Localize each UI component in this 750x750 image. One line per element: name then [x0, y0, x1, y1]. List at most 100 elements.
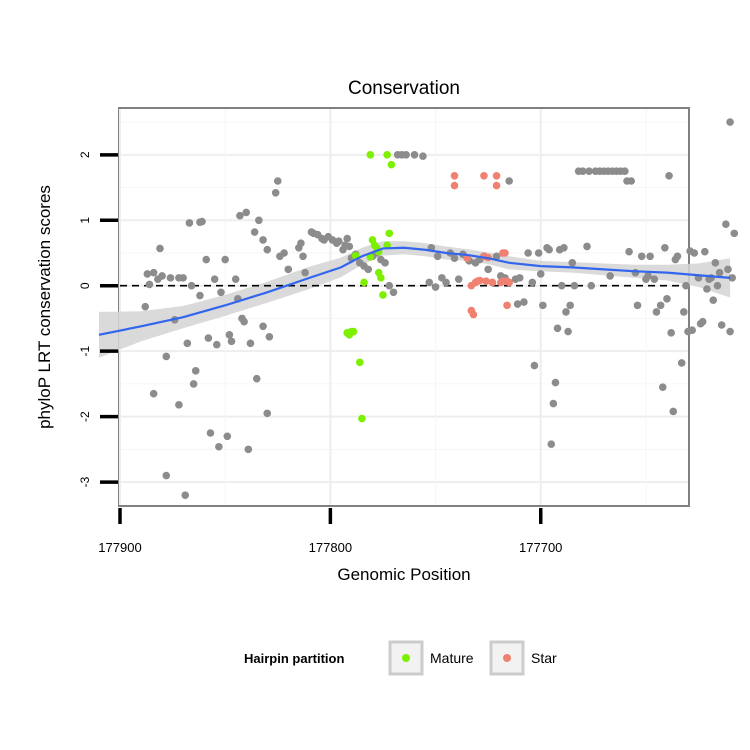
- point-other: [549, 399, 558, 408]
- point-other: [730, 229, 739, 238]
- y-tick-label: -1: [78, 346, 92, 357]
- legend-key-mature: [388, 640, 424, 676]
- smooth-line-path: [98, 246, 731, 336]
- point-mature: [360, 278, 368, 287]
- point-other: [652, 308, 661, 316]
- point-other: [579, 167, 587, 175]
- point-mature: [379, 291, 387, 299]
- point-other: [492, 252, 501, 261]
- point-other: [252, 374, 261, 383]
- point-other: [250, 228, 259, 236]
- point-other: [284, 265, 293, 274]
- y-tick-label: 1: [78, 217, 92, 224]
- point-other: [722, 220, 730, 228]
- point-other: [244, 445, 253, 454]
- point-other: [345, 242, 354, 251]
- point-other: [227, 337, 236, 346]
- point-other: [646, 252, 654, 261]
- point-mature: [383, 151, 391, 159]
- point-other: [530, 361, 539, 370]
- point-other: [385, 281, 394, 290]
- point-mature: [377, 274, 385, 282]
- point-star: [469, 310, 478, 319]
- legend-label-mature: Mature: [430, 650, 474, 666]
- point-other: [183, 339, 192, 348]
- point-star: [501, 249, 509, 257]
- point-other: [667, 329, 675, 337]
- point-other: [179, 274, 187, 282]
- point-star: [492, 171, 501, 180]
- point-other: [547, 440, 556, 448]
- point-other: [717, 321, 726, 329]
- point-other: [156, 244, 164, 253]
- point-other: [637, 252, 646, 261]
- point-other: [539, 301, 547, 310]
- point-mature: [383, 241, 391, 249]
- point-other: [240, 317, 248, 326]
- point-other: [242, 208, 251, 217]
- confidence-band: [98, 241, 731, 358]
- point-other: [158, 272, 166, 280]
- point-other: [534, 249, 543, 257]
- point-other: [711, 259, 720, 267]
- point-other: [301, 268, 309, 277]
- point-other: [570, 281, 579, 290]
- point-other: [280, 249, 288, 257]
- point-other: [162, 352, 171, 361]
- point-other: [265, 332, 274, 341]
- point-other: [536, 270, 545, 278]
- point-other: [410, 151, 419, 159]
- point-other: [724, 265, 732, 274]
- scatter-points: [141, 118, 739, 499]
- point-other: [726, 327, 734, 336]
- point-other: [297, 239, 305, 247]
- point-other: [698, 317, 707, 326]
- point-other: [419, 152, 427, 160]
- point-other: [149, 389, 158, 398]
- point-mature: [358, 414, 366, 423]
- point-other: [196, 291, 204, 300]
- point-other: [551, 378, 560, 387]
- point-other: [528, 278, 537, 287]
- point-other: [210, 275, 219, 283]
- point-other: [206, 429, 215, 437]
- point-other: [690, 249, 699, 257]
- point-other: [175, 401, 183, 409]
- point-other: [568, 259, 577, 267]
- point-other: [204, 334, 213, 342]
- point-other: [189, 380, 198, 388]
- y-tick-label: -2: [78, 411, 92, 422]
- point-other: [688, 326, 697, 335]
- point-other: [246, 339, 255, 348]
- smooth-trend-line: [98, 246, 731, 336]
- point-other: [217, 288, 225, 297]
- axes: -3 -2 -1 0 1 2 177900 177800 177700: [78, 151, 562, 555]
- point-star: [450, 171, 459, 180]
- point-other: [259, 236, 267, 244]
- point-other: [661, 243, 669, 252]
- x-tick-label: 177700: [519, 540, 562, 555]
- point-other: [562, 308, 570, 316]
- y-axis-label: phyloP LRT conservation scores: [35, 185, 54, 429]
- point-other: [564, 327, 572, 336]
- point-other: [181, 491, 190, 499]
- point-other: [715, 268, 724, 277]
- point-other: [656, 301, 665, 310]
- point-other: [162, 471, 171, 480]
- point-other: [701, 247, 709, 256]
- point-other: [633, 301, 642, 310]
- point-other: [703, 285, 711, 293]
- point-other: [484, 265, 492, 274]
- point-other: [143, 270, 152, 278]
- point-other: [513, 300, 522, 308]
- point-other: [553, 324, 562, 333]
- point-other: [255, 216, 263, 225]
- point-other: [726, 118, 734, 126]
- point-other: [271, 188, 280, 197]
- point-other: [402, 151, 410, 159]
- x-axis-label: Genomic Position: [337, 565, 470, 584]
- point-other: [259, 322, 267, 331]
- point-other: [585, 167, 593, 175]
- point-other: [273, 177, 282, 185]
- point-star: [488, 278, 497, 287]
